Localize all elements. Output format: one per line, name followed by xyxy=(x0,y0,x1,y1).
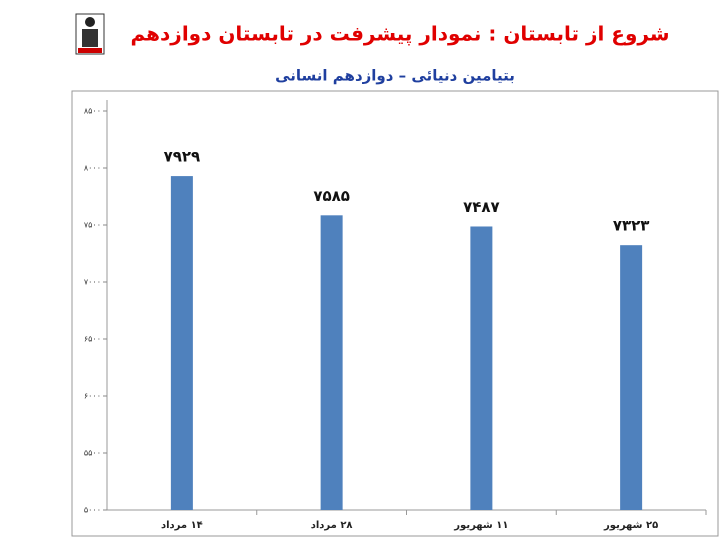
value-label: ۷۴۸۷ xyxy=(463,198,500,216)
bar xyxy=(170,176,193,510)
y-tick-label: ۸۰۰۰ xyxy=(84,164,101,173)
value-label: ۷۹۲۹ xyxy=(164,148,201,166)
value-label: ۷۵۸۵ xyxy=(313,187,350,205)
x-tick-label: ۲۵ شهریور xyxy=(603,520,658,531)
bar xyxy=(470,226,493,510)
chart-subtitle: بتیامین دنیائی – دوازدهم انسانی xyxy=(275,67,515,85)
y-tick-label: ۵۰۰۰ xyxy=(84,506,101,515)
y-tick-label: ۸۵۰۰ xyxy=(84,107,101,116)
chart-title: شروع از تابستان : نمودار پیشرفت در تابست… xyxy=(130,22,669,47)
bar xyxy=(620,245,643,511)
x-tick-label: ۱۱ شهریور xyxy=(453,520,508,531)
x-tick-label: ۱۴ مرداد xyxy=(161,520,203,531)
y-tick-label: ۶۰۰۰ xyxy=(84,392,101,401)
x-tick-label: ۲۸ مرداد xyxy=(311,520,353,531)
chart-frame xyxy=(71,90,719,537)
logo-icon xyxy=(75,13,105,55)
y-tick-label: ۷۵۰۰ xyxy=(84,221,101,230)
bar xyxy=(320,215,343,510)
value-label: ۷۳۲۳ xyxy=(613,217,650,235)
y-tick-label: ۷۰۰۰ xyxy=(84,278,101,287)
y-tick-label: ۶۵۰۰ xyxy=(84,335,101,344)
y-tick-label: ۵۵۰۰ xyxy=(84,449,101,458)
